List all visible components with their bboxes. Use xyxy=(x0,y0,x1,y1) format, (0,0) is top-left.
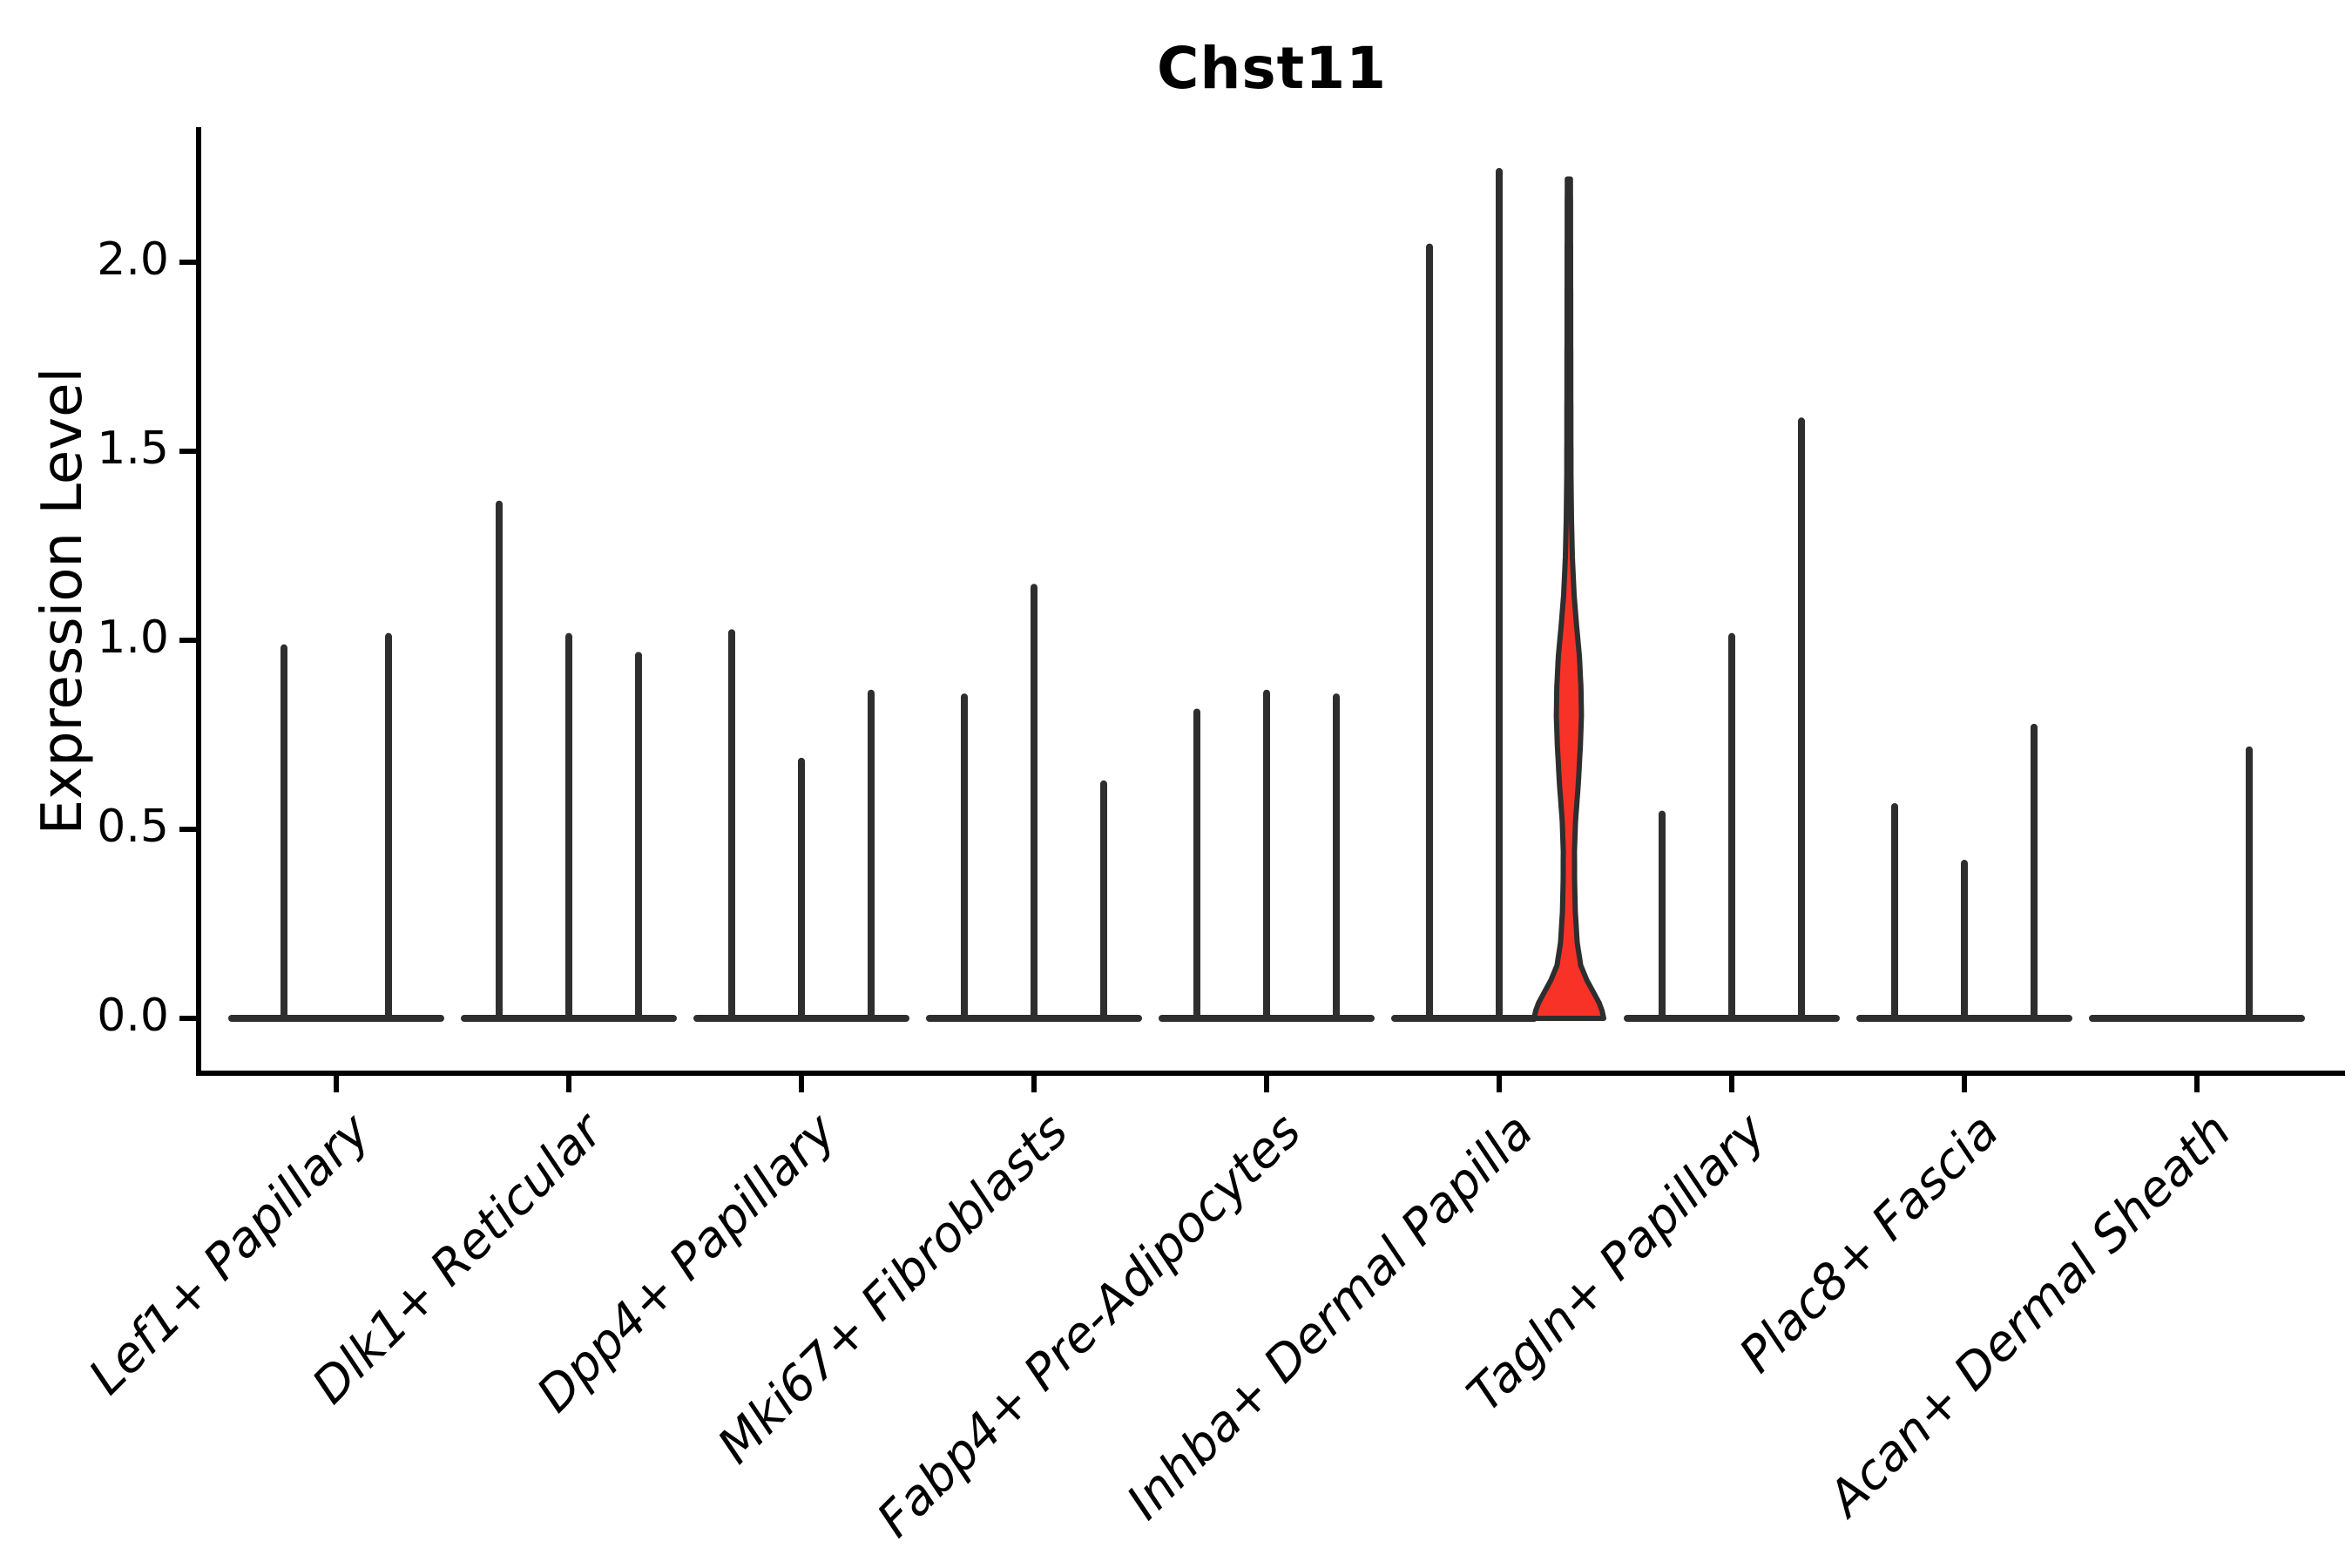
chart-title: Chst11 xyxy=(1156,35,1388,102)
y-tick-label: 2.0 xyxy=(97,233,169,286)
y-tick-label: 1.5 xyxy=(97,422,169,475)
violin-highlighted xyxy=(1531,176,1606,1021)
y-tick-label: 1.0 xyxy=(97,612,169,664)
y-tick-label: 0.5 xyxy=(97,801,169,853)
y-tick-label: 0.0 xyxy=(97,990,169,1042)
